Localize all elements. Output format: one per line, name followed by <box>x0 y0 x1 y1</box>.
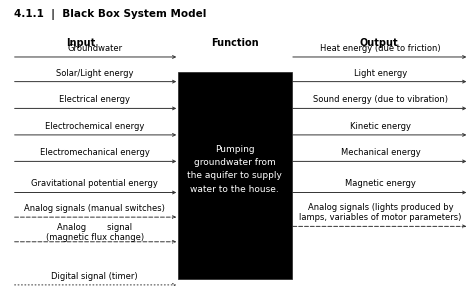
Text: Digital signal (timer): Digital signal (timer) <box>52 272 138 281</box>
Text: Groundwater: Groundwater <box>67 44 122 53</box>
Text: Gravitational potential energy: Gravitational potential energy <box>31 180 158 188</box>
Text: Solar/Light energy: Solar/Light energy <box>56 69 134 78</box>
Text: Mechanical energy: Mechanical energy <box>340 148 420 157</box>
Text: Analog        signal
(magnetic flux change): Analog signal (magnetic flux change) <box>46 223 144 242</box>
Text: Electrochemical energy: Electrochemical energy <box>45 122 145 131</box>
Bar <box>178 72 292 279</box>
Text: Kinetic energy: Kinetic energy <box>350 122 411 131</box>
Text: Analog signals (manual switches): Analog signals (manual switches) <box>24 204 165 213</box>
Text: Input: Input <box>66 38 95 48</box>
Text: Analog signals (lights produced by
lamps, variables of motor parameters): Analog signals (lights produced by lamps… <box>299 203 462 222</box>
Text: Magnetic energy: Magnetic energy <box>345 180 416 188</box>
Text: Output: Output <box>360 38 399 48</box>
Text: Heat energy (due to friction): Heat energy (due to friction) <box>320 44 441 53</box>
Text: 4.1.1  |  Black Box System Model: 4.1.1 | Black Box System Model <box>14 9 207 20</box>
Text: Pumping
groundwater from
the aquifer to supply
water to the house.: Pumping groundwater from the aquifer to … <box>187 145 282 194</box>
Text: Light energy: Light energy <box>354 69 407 78</box>
Text: Electromechanical energy: Electromechanical energy <box>40 148 150 157</box>
Text: Function: Function <box>211 38 258 48</box>
Text: Sound energy (due to vibration): Sound energy (due to vibration) <box>313 95 448 104</box>
Text: Electrical energy: Electrical energy <box>59 95 130 104</box>
